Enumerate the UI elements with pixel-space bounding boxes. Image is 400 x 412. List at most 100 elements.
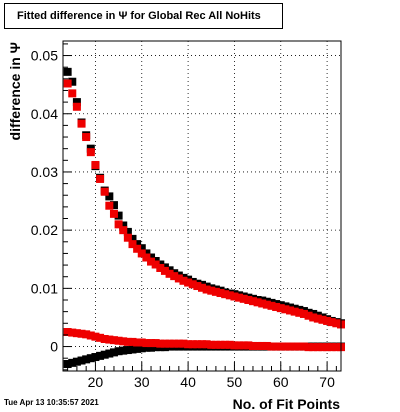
data-point <box>119 346 128 355</box>
timestamp: Tue Apr 13 10:35:57 2021 <box>4 398 99 407</box>
data-point <box>147 257 156 266</box>
data-point <box>63 79 72 88</box>
data-point <box>211 287 220 296</box>
data-point <box>109 336 118 345</box>
data-point <box>258 299 267 308</box>
data-point <box>202 340 211 349</box>
data-point <box>244 341 253 350</box>
data-point <box>216 289 225 298</box>
data-point <box>286 306 295 315</box>
data-point <box>295 308 304 317</box>
data-point <box>114 336 123 345</box>
data-point <box>160 339 169 348</box>
data-point <box>133 344 142 353</box>
data-point <box>332 319 341 328</box>
data-point <box>327 318 336 327</box>
data-point <box>258 341 267 350</box>
data-point <box>221 340 230 349</box>
data-point <box>188 340 197 349</box>
data-point <box>230 341 239 350</box>
data-point <box>119 226 128 235</box>
data-point <box>105 335 114 344</box>
data-point <box>151 339 160 348</box>
data-point <box>77 329 86 338</box>
data-point <box>225 291 234 300</box>
data-point <box>202 285 211 294</box>
data-point <box>156 339 165 348</box>
data-point <box>137 338 146 347</box>
data-point <box>86 331 95 340</box>
data-point <box>142 249 151 258</box>
chart-title: Fitted difference in Ψ for Global Rec Al… <box>17 10 261 22</box>
data-point <box>290 307 299 316</box>
data-point <box>114 211 123 220</box>
data-point <box>165 269 174 278</box>
data-point <box>100 334 109 343</box>
data-point <box>281 342 290 351</box>
data-point <box>123 346 132 355</box>
data-point <box>165 339 174 348</box>
data-point <box>211 340 220 349</box>
data-point <box>244 295 253 304</box>
data-point <box>123 337 132 346</box>
data-point <box>147 339 156 348</box>
data-point <box>63 67 72 76</box>
data-point <box>295 342 304 351</box>
data-point <box>100 187 109 196</box>
data-point <box>272 342 281 351</box>
x-axis-label: No. of Fit Points <box>233 396 341 412</box>
data-point <box>137 244 146 253</box>
data-point <box>151 343 160 352</box>
data-point <box>235 341 244 350</box>
data-point <box>184 278 193 287</box>
data-point <box>248 341 257 350</box>
data-point <box>207 340 216 349</box>
data-point <box>332 343 341 352</box>
axis-ticks <box>63 43 337 371</box>
data-point <box>133 244 142 253</box>
data-point <box>96 174 105 183</box>
data-point <box>109 201 118 210</box>
data-point <box>128 337 137 346</box>
data-point <box>318 343 327 352</box>
data-point <box>216 340 225 349</box>
data-point <box>96 351 105 360</box>
data-point <box>170 339 179 348</box>
data-point <box>119 221 128 230</box>
data-point <box>267 301 276 310</box>
data-point <box>230 292 239 301</box>
data-point <box>323 316 332 325</box>
data-point <box>109 209 118 218</box>
data-point <box>105 349 114 358</box>
data-point <box>72 329 81 338</box>
data-point <box>179 339 188 348</box>
data-point <box>91 353 100 362</box>
y-tick-label: 0.01 <box>31 280 58 296</box>
data-point <box>133 338 142 347</box>
data-point <box>299 309 308 318</box>
data-point <box>114 347 123 356</box>
data-point <box>309 343 318 352</box>
data-point <box>253 341 262 350</box>
data-point <box>286 342 295 351</box>
data-point <box>179 276 188 285</box>
data-point <box>235 293 244 302</box>
data-point <box>72 102 81 111</box>
data-point <box>290 342 299 351</box>
data-point <box>128 234 137 243</box>
data-point <box>105 192 114 201</box>
data-point <box>100 350 109 359</box>
data-point <box>239 341 248 350</box>
data-point <box>323 343 332 352</box>
data-point <box>262 300 271 309</box>
data-point <box>304 311 313 320</box>
data-point <box>239 294 248 303</box>
data-point <box>225 340 234 349</box>
x-tick-label: 20 <box>88 374 104 390</box>
y-tick-label: 0.03 <box>31 164 58 180</box>
data-point <box>267 342 276 351</box>
data-point <box>82 133 91 142</box>
data-point <box>198 340 206 349</box>
data-point <box>128 240 137 249</box>
data-point <box>82 355 91 364</box>
